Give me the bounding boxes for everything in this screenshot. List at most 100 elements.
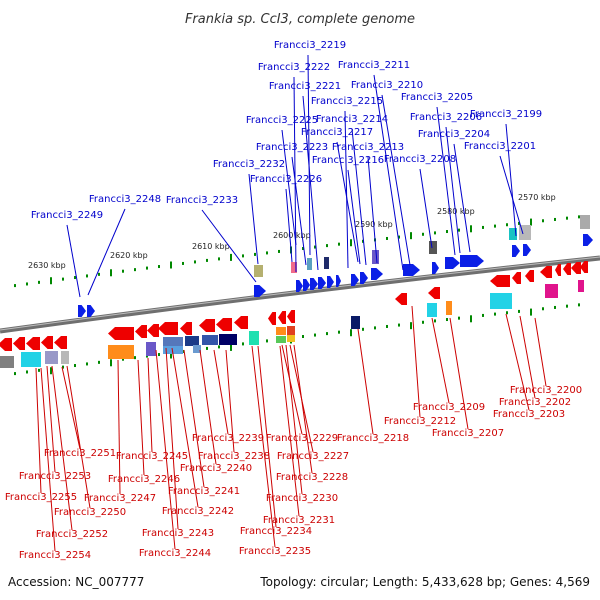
reverse-label-connector (40, 367, 56, 552)
forward-gene-label[interactable]: Francci3_2213 (332, 142, 404, 153)
forward-gene-label[interactable]: Francci3_2226 (250, 174, 322, 185)
reverse-label-connector (183, 349, 205, 488)
reverse-gene-label[interactable]: Francci3_2229 (266, 433, 338, 444)
tick-upper (302, 247, 304, 251)
forward-gene-arrow (460, 255, 484, 267)
reverse-gene-label[interactable]: Francci3_2245 (116, 451, 188, 462)
tick-lower (566, 304, 568, 308)
reverse-gene-label[interactable]: Francci3_2212 (384, 416, 456, 427)
scale-label: 2620 kbp (110, 251, 148, 260)
forward-gene-arrow (523, 244, 531, 256)
reverse-gene-label[interactable]: Francci3_2255 (5, 492, 77, 503)
reverse-gene-label[interactable]: Francci3_2246 (108, 474, 180, 485)
reverse-gene-arrow (563, 263, 571, 275)
forward-label-connector (302, 95, 319, 271)
tick-lower (14, 372, 16, 376)
reverse-label-connector (35, 367, 42, 494)
forward-gene-label[interactable]: Francci3_2201 (464, 141, 536, 152)
feature-block (249, 331, 259, 345)
forward-gene-label[interactable]: Francci3_2199 (470, 109, 542, 120)
tick-lower (170, 351, 172, 359)
forward-gene-label[interactable]: Francci3_2225 (246, 115, 318, 126)
forward-label-connector (436, 106, 456, 256)
feature-block (446, 301, 452, 315)
feature-block (429, 241, 437, 254)
reverse-gene-arrow (555, 264, 561, 276)
tick-lower (422, 320, 424, 324)
reverse-gene-label[interactable]: Francci3_2202 (499, 397, 571, 408)
reverse-gene-label[interactable]: Francci3_2241 (168, 486, 240, 497)
reverse-gene-label[interactable]: Francci3_2218 (337, 433, 409, 444)
forward-gene-arrow (403, 264, 420, 276)
reverse-gene-label[interactable]: Francci3_2234 (240, 526, 312, 537)
forward-gene-arrow (296, 280, 303, 292)
forward-gene-label[interactable]: Francci3_2249 (31, 210, 103, 221)
feature-block (202, 335, 218, 345)
feature-block (578, 280, 584, 292)
forward-gene-label[interactable]: Francci3_2216 (312, 155, 384, 166)
feature-block (219, 334, 237, 345)
tick-upper (14, 284, 16, 288)
forward-gene-label[interactable]: Francci3_2210 (351, 80, 423, 91)
tick-upper (170, 261, 172, 269)
reverse-gene-label[interactable]: Francci3_2235 (239, 546, 311, 557)
tick-lower (374, 326, 376, 330)
forward-gene-label[interactable]: Francci3_2214 (316, 114, 388, 125)
reverse-gene-label[interactable]: Francci3_2238 (198, 451, 270, 462)
reverse-gene-label[interactable]: Francci3_2230 (266, 493, 338, 504)
reverse-gene-label[interactable]: Francci3_2252 (36, 529, 108, 540)
reverse-gene-label[interactable]: Francci3_2227 (277, 451, 349, 462)
tick-upper (530, 218, 532, 226)
tick-upper (566, 216, 568, 220)
reverse-gene-label[interactable]: Francci3_2250 (54, 507, 126, 518)
tick-upper (350, 239, 352, 247)
reverse-gene-label[interactable]: Francci3_2240 (180, 463, 252, 474)
reverse-gene-label[interactable]: Francci3_2244 (139, 548, 211, 559)
forward-gene-label[interactable]: Francci3_2232 (213, 159, 285, 170)
tick-upper (458, 228, 460, 232)
reverse-gene-label[interactable]: Francci3_2251 (44, 448, 116, 459)
reverse-gene-label[interactable]: Francci3_2200 (510, 385, 582, 396)
tick-upper (518, 221, 520, 225)
reverse-gene-label[interactable]: Francci3_2228 (276, 472, 348, 483)
forward-gene-arrow (310, 278, 318, 290)
tick-upper (218, 257, 220, 261)
forward-gene-label[interactable]: Francci3_2204 (418, 129, 490, 140)
forward-gene-label[interactable]: Francci3_2215 (311, 96, 383, 107)
reverse-gene-label[interactable]: Francci3_2209 (413, 402, 485, 413)
reverse-gene-label[interactable]: Francci3_2243 (142, 528, 214, 539)
forward-gene-label[interactable]: Francci3_2222 (258, 62, 330, 73)
forward-gene-label[interactable]: Francci3_2233 (166, 195, 238, 206)
tick-lower (398, 323, 400, 327)
reverse-gene-label[interactable]: Francci3_2239 (192, 433, 264, 444)
reverse-gene-label[interactable]: Francci3_2207 (432, 428, 504, 439)
tick-upper (194, 260, 196, 264)
feature-block (146, 342, 156, 356)
reverse-gene-label[interactable]: Francci3_2253 (19, 471, 91, 482)
forward-gene-label[interactable]: Francci3_2217 (301, 127, 373, 138)
feature-block (163, 337, 183, 346)
forward-gene-label[interactable]: Francci3_2223 (256, 142, 328, 153)
tick-lower (446, 318, 448, 322)
forward-gene-label[interactable]: Francci3_2208 (384, 154, 456, 165)
forward-gene-label[interactable]: Francci3_2221 (269, 81, 341, 92)
forward-gene-label[interactable]: Francci3_2205 (401, 92, 473, 103)
forward-gene-label[interactable]: Francci3_2219 (274, 40, 346, 51)
feature-block (307, 258, 312, 270)
reverse-gene-label[interactable]: Francci3_2231 (263, 515, 335, 526)
feature-block (509, 228, 517, 240)
reverse-gene-arrow (13, 337, 25, 350)
forward-gene-arrow (432, 262, 439, 274)
scale-label: 2610 kbp (192, 242, 230, 251)
reverse-gene-label[interactable]: Francci3_2254 (19, 550, 91, 561)
forward-gene-label[interactable]: Francci3_2248 (89, 194, 161, 205)
forward-label-connector (419, 168, 433, 249)
tick-lower (530, 308, 532, 316)
forward-gene-label[interactable]: Francci3_2206 (410, 112, 482, 123)
forward-gene-label[interactable]: Francci3_2211 (338, 60, 410, 71)
reverse-gene-label[interactable]: Francci3_2203 (493, 409, 565, 420)
feature-block (324, 257, 329, 269)
reverse-gene-label[interactable]: Francci3_2247 (84, 493, 156, 504)
reverse-gene-label[interactable]: Francci3_2242 (162, 506, 234, 517)
